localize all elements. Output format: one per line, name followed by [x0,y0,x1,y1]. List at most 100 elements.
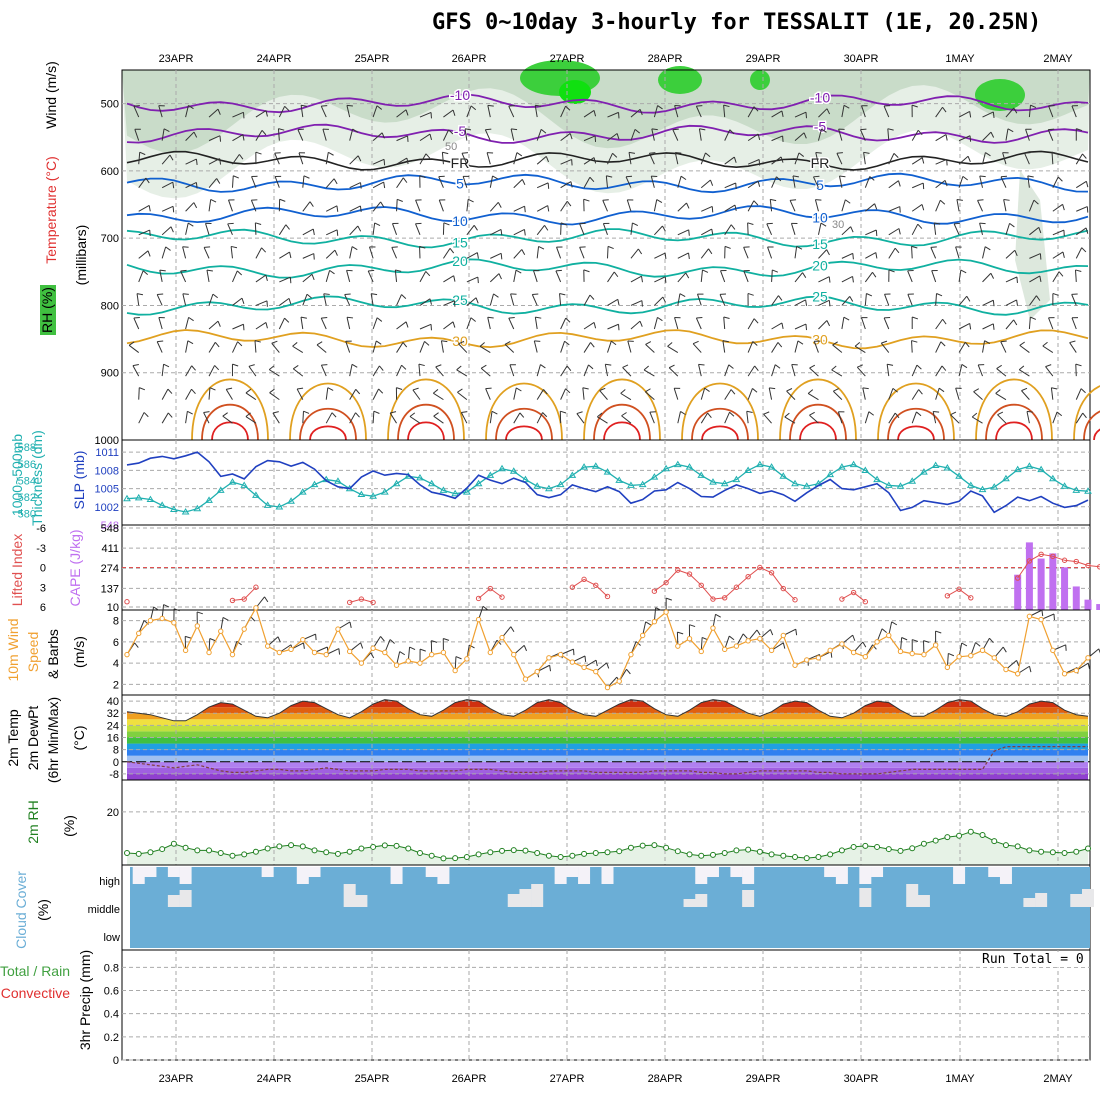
thickness-point [169,505,178,513]
wind-barb [677,202,687,212]
wind-barb [225,389,233,400]
wind-barb-feather [862,387,869,390]
boundary-layer-contour [201,403,259,441]
wind-barb [1028,316,1031,330]
wind-barb-feather [863,151,870,154]
wind-barb [489,273,500,283]
wind-barb-feather [355,412,360,418]
wind-barb-feather [480,364,487,369]
wind-barb [396,294,402,306]
wind-barb-feather [133,105,140,107]
thickness-point [123,494,131,502]
wind-barb [156,341,163,353]
wind-barb-feather [419,175,426,179]
wind-barb [630,300,643,306]
axis-labels: Wind (m/s)Temperature (°C)RH (%)(milliba… [0,61,93,1050]
isotherm-label: -10 [450,87,470,103]
wind-barb-feather [1051,387,1058,390]
wind-speed-point [1038,616,1044,623]
lifted-index-point [1026,558,1033,564]
wind-barb [720,270,726,283]
thickness-point [380,488,389,495]
wind-barb-feather [306,293,312,299]
thickness-point [955,472,963,479]
isotherm-label: 20 [452,253,468,269]
wind-barb [971,416,983,424]
wind-barb [531,294,538,306]
rh-point [311,847,318,854]
wind-speed-point [651,618,658,625]
wind-barb [724,364,730,377]
cape-bar [1014,574,1022,610]
wind-barb-feather [881,628,887,634]
wind-speed-point [429,651,435,658]
wind-barb [701,205,713,212]
wind-barb-feather [321,316,328,319]
wind-barb-feather [136,293,144,296]
wind-barb [389,412,397,424]
wind-barb [438,199,444,212]
wind-speed-point [1003,666,1009,673]
wind-barb-feather [303,175,310,179]
wind-barb [602,200,608,212]
wind-barb-feather [375,340,382,345]
wind-barb-feather [860,128,867,131]
wind-barb-feather [233,175,239,179]
wind-speed-point [897,648,904,655]
thickness-point [498,464,506,472]
wind-barb [630,129,636,141]
cape-bar [1061,567,1069,610]
wind-barb [279,251,290,259]
wind-barb [392,223,398,235]
wind-barb [320,364,327,377]
wind-barb [161,154,171,165]
wind-barb [1075,388,1082,400]
wind-barb-feather [831,365,837,371]
wind-barb [911,364,918,377]
wind-barb [794,132,805,142]
wind-barb [700,179,711,189]
wind-barb [836,153,843,165]
wind-barb-feather [321,105,328,107]
lifted-index-point [124,599,130,605]
thickness-point [802,482,811,489]
isotherm-label: 5 [816,177,824,193]
wind-barb [325,152,329,165]
wind-barb-feather [453,275,456,282]
wind-barb [419,271,427,283]
wind-barb-feather [564,340,570,346]
rh-moist-patch [658,66,702,94]
wind-barb-feather [374,222,381,227]
wind-barb [208,199,212,212]
wind-barb-feather [250,616,256,622]
wind-barb-feather [1082,412,1087,419]
cloud-level-label: low [103,932,120,944]
wind-barb-feather [145,177,150,184]
wind-barb [818,299,830,306]
wind-barb [185,365,193,377]
wind-barb-feather [209,638,216,642]
wind-barb [345,341,351,353]
date-label-bottom: 1MAY [945,1073,975,1085]
wind-barb [255,247,263,259]
wind-speed-point [745,638,751,644]
wind-barb [620,392,632,401]
wind-barb [841,226,852,236]
wind-barb-feather [1007,128,1014,133]
wind-barb [486,152,491,165]
wind-speed-point [768,647,775,654]
wind-barb [930,247,937,259]
wind-barb [185,105,189,118]
wind-barb [372,317,378,330]
wind-barb [346,270,351,283]
wind-barb-feather [668,364,675,369]
wind-barb-feather [872,271,877,278]
wind-barb-feather [297,128,304,131]
wind-barb [556,246,562,259]
boundary-layer-contour [211,421,249,441]
wind-barb-feather [688,229,690,236]
wind-barb-feather [832,341,838,346]
temp-tick-label: 24 [107,720,119,732]
wind-barb-feather [508,105,515,107]
thickness-point [732,475,741,483]
